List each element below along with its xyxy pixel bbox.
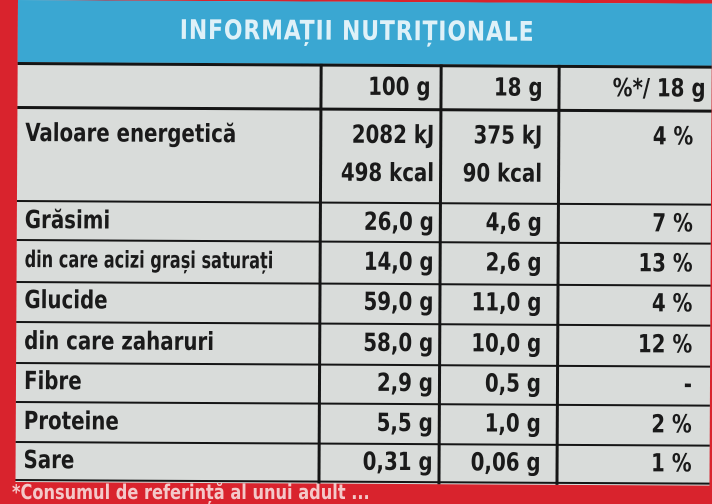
row-label: din care acizi grași saturați bbox=[24, 247, 274, 275]
cell-percent: 1 % bbox=[651, 448, 692, 478]
cell-per100: 2082 kJ bbox=[351, 119, 435, 150]
rule bbox=[16, 238, 711, 245]
cell-per18: 375 kJ bbox=[473, 120, 543, 150]
cell-per100: 58,0 g bbox=[363, 327, 434, 358]
cell-per18: 90 kcal bbox=[462, 158, 543, 188]
cell-per18: 2,6 g bbox=[485, 247, 542, 277]
row-label: Valoare energetică bbox=[25, 118, 237, 149]
cell-percent: 12 % bbox=[637, 329, 693, 359]
cell-percent: 7 % bbox=[652, 208, 693, 238]
cell-per18: 4,6 g bbox=[485, 207, 542, 237]
cell-per100: 59,0 g bbox=[363, 286, 434, 317]
cell-per18: 0,5 g bbox=[484, 368, 542, 398]
cell-per18: 1,0 g bbox=[484, 408, 541, 438]
cell-per100: 498 kcal bbox=[340, 157, 435, 188]
cell-per18: 11,0 g bbox=[471, 287, 542, 317]
cell-percent: - bbox=[683, 369, 693, 399]
cell-per100: 2,9 g bbox=[376, 367, 434, 398]
cell-percent: 4 % bbox=[651, 288, 693, 318]
cell-per100: 14,0 g bbox=[363, 246, 434, 277]
table-title: INFORMAȚII NUTRIȚIONALE bbox=[179, 14, 535, 48]
cell-per100: 26,0 g bbox=[363, 206, 434, 237]
cell-per100: 0,31 g bbox=[362, 446, 433, 477]
cell-per18: 10,0 g bbox=[471, 328, 542, 358]
row-label: din care zaharuri bbox=[24, 326, 215, 357]
row-label: Proteine bbox=[23, 406, 119, 436]
row-label: Fibre bbox=[23, 366, 82, 396]
cell-per18: 0,06 g bbox=[470, 447, 541, 477]
cell-per100: 5,5 g bbox=[376, 407, 433, 438]
nutrition-label: INFORMAȚII NUTRIȚIONALE 100 g 18 g %*/ 1… bbox=[15, 0, 712, 486]
footnote: *Consumul de referință al unui adult ... bbox=[12, 480, 370, 504]
cell-percent: 4 % bbox=[652, 121, 694, 151]
row-label: Glucide bbox=[24, 285, 108, 315]
rule bbox=[17, 105, 712, 113]
column-header: 18 g bbox=[493, 72, 543, 102]
column-header: 100 g bbox=[368, 71, 431, 102]
cell-percent: 13 % bbox=[638, 248, 693, 278]
row-label: Grăsimi bbox=[24, 205, 111, 235]
cell-percent: 2 % bbox=[651, 409, 692, 439]
column-header: %*/ 18 g bbox=[612, 73, 706, 103]
row-label: Sare bbox=[23, 445, 75, 475]
header-band: INFORMAȚII NUTRIȚIONALE bbox=[17, 0, 712, 66]
